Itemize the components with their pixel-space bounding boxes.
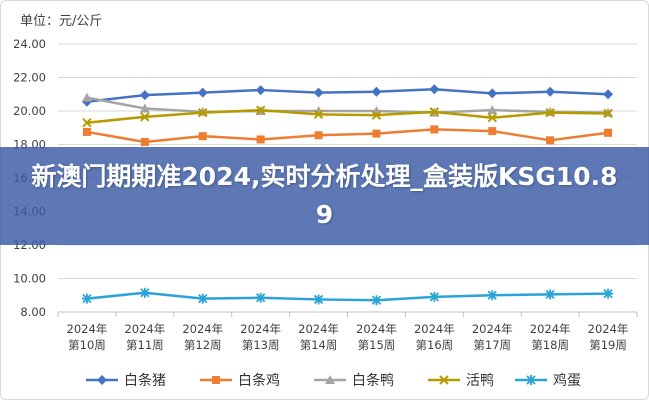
- legend-item: 活鸭: [427, 370, 494, 390]
- x-axis-tick-labels: 2024年第10周 2024年第11周 2024年第12周 2024年第13周 2024…: [57, 312, 638, 352]
- x-tick-label: 2024年第15周: [356, 322, 397, 352]
- y-tick-label: 8.00: [20, 305, 46, 319]
- legend-swatch: [314, 375, 346, 384]
- legend-label: 活鸭: [466, 373, 494, 389]
- legend-label: 鸡蛋: [553, 373, 581, 389]
- data-point: [545, 86, 556, 97]
- data-point: [255, 105, 266, 115]
- data-point: [198, 132, 207, 141]
- legend-swatch: [515, 375, 547, 385]
- data-point: [371, 86, 382, 97]
- data-point: [140, 137, 149, 146]
- data-point: [314, 131, 323, 140]
- data-point: [545, 289, 556, 300]
- data-point: [255, 85, 266, 96]
- data-point: [313, 294, 324, 305]
- data-point: [603, 288, 614, 299]
- legend-swatch: [428, 375, 460, 385]
- data-point: [487, 88, 498, 99]
- data-point: [604, 128, 613, 137]
- legend-item: 白条鸡: [199, 370, 280, 390]
- legend-swatch: [86, 375, 118, 385]
- data-point: [545, 107, 555, 118]
- series-4: [82, 105, 613, 128]
- data-point: [603, 108, 613, 119]
- data-point: [487, 290, 498, 301]
- series-line: [86, 96, 609, 114]
- data-point: [139, 287, 150, 298]
- y-tick-label: 24.00: [13, 37, 46, 51]
- data-point: [139, 103, 150, 113]
- x-tick-label: 2024年第10周: [67, 322, 108, 352]
- data-point: [256, 135, 265, 144]
- data-point: [313, 87, 324, 98]
- data-point: [82, 118, 92, 128]
- data-point: [197, 87, 208, 98]
- data-point: [197, 293, 208, 304]
- data-point: [487, 105, 498, 115]
- x-tick-label: 2024年第11周: [124, 322, 165, 352]
- series-line: [86, 128, 609, 144]
- data-point: [430, 125, 439, 134]
- legend-swatch: [200, 376, 232, 384]
- series-1: [81, 84, 614, 107]
- y-tick-label: 10.00: [13, 272, 46, 286]
- series-line: [86, 108, 609, 124]
- series-line: [86, 87, 609, 104]
- data-point: [139, 90, 150, 101]
- legend-item: 白条鸭: [313, 370, 394, 390]
- series-2: [82, 125, 613, 146]
- legend-item: 鸡蛋: [514, 370, 581, 390]
- legend-label: 白条猪: [124, 373, 166, 389]
- series-5: [81, 287, 614, 306]
- data-point: [603, 89, 614, 100]
- data-point: [429, 107, 440, 117]
- legend-label: 白条鸭: [352, 373, 394, 389]
- data-point: [371, 110, 382, 120]
- data-point: [371, 295, 382, 306]
- x-tick-label: 2024年第13周: [240, 322, 281, 352]
- legend-label: 白条鸡: [238, 373, 280, 389]
- data-point: [429, 84, 440, 95]
- data-point: [81, 92, 92, 102]
- data-point: [82, 127, 91, 136]
- x-tick-label: 2024年第14周: [298, 322, 339, 352]
- unit-label: 单位：元/公斤: [20, 14, 103, 29]
- series-lines: [81, 84, 614, 306]
- data-point: [198, 107, 208, 118]
- data-point: [140, 112, 150, 122]
- x-tick-label: 2024年第18周: [530, 322, 571, 352]
- data-point: [81, 293, 92, 304]
- x-tick-label: 2024年第17周: [472, 322, 513, 352]
- series-line: [86, 291, 609, 302]
- overlay-title: 新澳门期期准2024,实时分析处理_盒装版KSG10.89: [31, 162, 618, 229]
- data-point: [429, 291, 440, 302]
- overlay-title-banner: 新澳门期期准2024,实时分析处理_盒装版KSG10.89: [0, 147, 649, 245]
- x-tick-label: 2024年第12周: [182, 322, 223, 352]
- y-tick-label: 22.00: [13, 71, 46, 85]
- data-point: [372, 129, 381, 138]
- data-point: [487, 112, 497, 123]
- data-point: [488, 127, 497, 136]
- data-point: [255, 292, 266, 303]
- data-point: [546, 136, 555, 145]
- x-tick-label: 2024年第16周: [414, 322, 455, 352]
- x-tick-label: 2024年第19周: [588, 322, 629, 352]
- y-tick-label: 20.00: [13, 104, 46, 118]
- data-point: [313, 109, 324, 120]
- legend-item: 白条猪: [85, 370, 166, 390]
